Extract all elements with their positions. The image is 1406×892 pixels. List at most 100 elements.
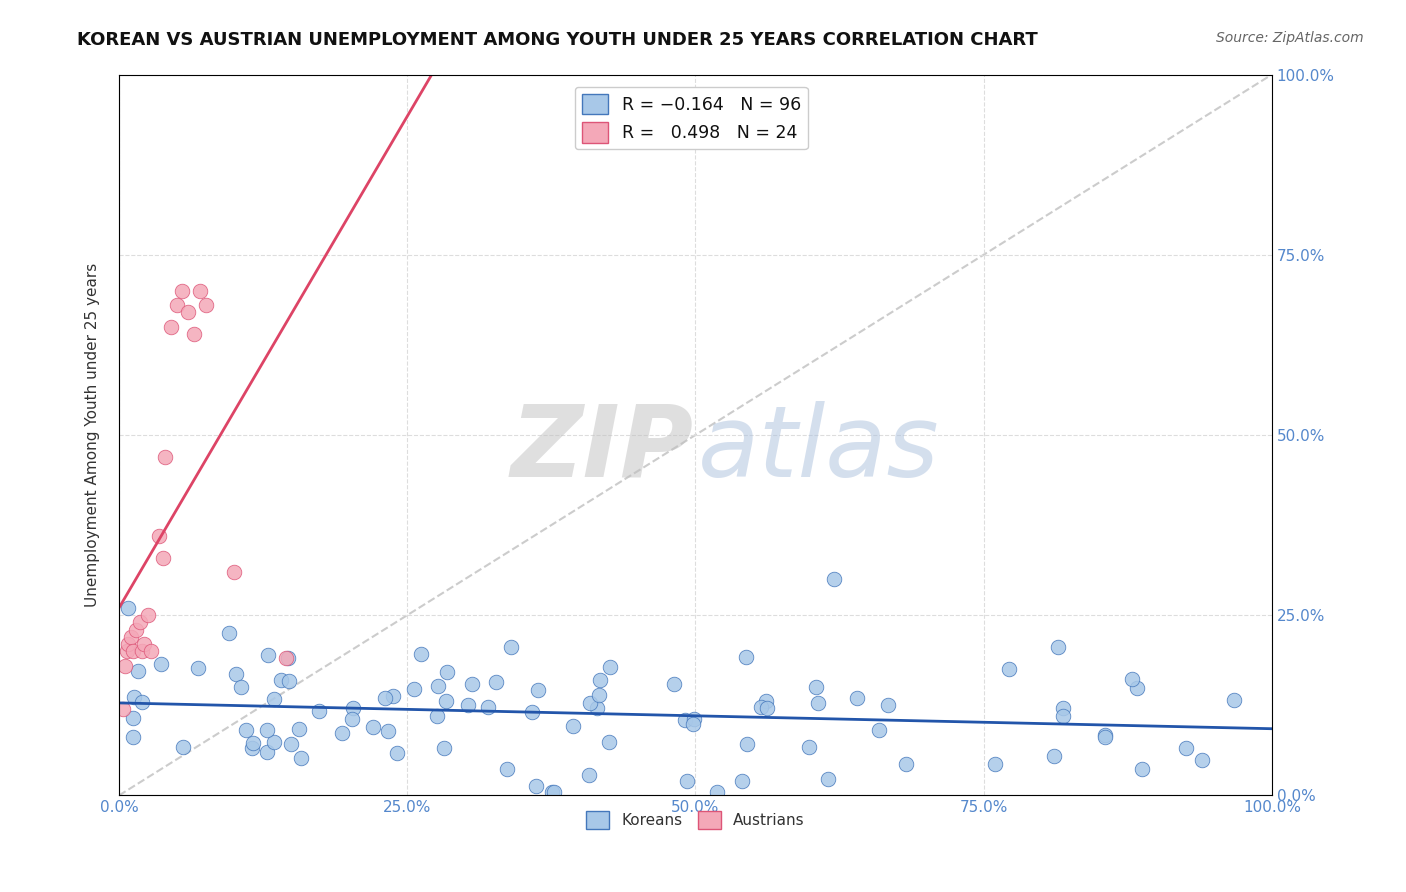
Point	[277, 650, 299, 665]
Point	[425, 709, 447, 723]
Point	[122, 644, 145, 658]
Point	[330, 725, 353, 739]
Point	[427, 679, 450, 693]
Point	[122, 711, 145, 725]
Point	[218, 625, 240, 640]
Point	[194, 298, 217, 312]
Point	[1094, 728, 1116, 742]
Point	[477, 700, 499, 714]
Point	[682, 716, 704, 731]
Point	[735, 649, 758, 664]
Point	[256, 648, 278, 662]
Point	[817, 772, 839, 786]
Point	[122, 730, 145, 744]
Point	[277, 674, 299, 689]
Point	[361, 720, 384, 734]
Point	[125, 623, 148, 637]
Point	[117, 601, 139, 615]
Point	[117, 637, 139, 651]
Point	[807, 696, 830, 710]
Y-axis label: Unemployment Among Youth under 25 years: Unemployment Among Youth under 25 years	[86, 263, 100, 607]
Point	[131, 644, 153, 658]
Point	[114, 658, 136, 673]
Point	[755, 701, 778, 715]
Point	[730, 773, 752, 788]
Point	[120, 630, 142, 644]
Point	[998, 662, 1021, 676]
Point	[797, 739, 820, 754]
Point	[263, 734, 285, 748]
Point	[579, 697, 602, 711]
Point	[806, 680, 828, 694]
Point	[682, 712, 704, 726]
Point	[160, 319, 183, 334]
Point	[411, 647, 433, 661]
Point	[290, 751, 312, 765]
Point	[588, 689, 610, 703]
Point	[377, 724, 399, 739]
Point	[1191, 753, 1213, 767]
Point	[235, 723, 257, 737]
Point	[436, 665, 458, 679]
Point	[242, 736, 264, 750]
Point	[148, 529, 170, 543]
Point	[735, 737, 758, 751]
Point	[263, 692, 285, 706]
Point	[755, 694, 778, 708]
Point	[111, 702, 134, 716]
Point	[152, 550, 174, 565]
Point	[136, 608, 159, 623]
Point	[894, 757, 917, 772]
Point	[1094, 731, 1116, 745]
Point	[153, 450, 176, 464]
Point	[115, 644, 138, 658]
Point	[187, 661, 209, 675]
Point	[599, 660, 621, 674]
Point	[256, 723, 278, 737]
Point	[225, 667, 247, 681]
Point	[524, 779, 547, 793]
Point	[1043, 748, 1066, 763]
Point	[127, 665, 149, 679]
Point	[676, 773, 699, 788]
Point	[183, 326, 205, 341]
Point	[128, 615, 150, 630]
Point	[520, 705, 543, 719]
Legend: Koreans, Austrians: Koreans, Austrians	[581, 805, 811, 835]
Point	[543, 785, 565, 799]
Point	[706, 785, 728, 799]
Point	[1052, 700, 1074, 714]
Point	[1130, 762, 1153, 776]
Point	[673, 714, 696, 728]
Point	[224, 565, 246, 579]
Point	[1223, 693, 1246, 707]
Point	[256, 744, 278, 758]
Point	[588, 673, 610, 688]
Point	[340, 712, 363, 726]
Point	[501, 640, 523, 655]
Point	[188, 284, 211, 298]
Point	[585, 701, 607, 715]
Point	[457, 698, 479, 712]
Point	[562, 719, 585, 733]
Point	[495, 762, 517, 776]
Text: KOREAN VS AUSTRIAN UNEMPLOYMENT AMONG YOUTH UNDER 25 YEARS CORRELATION CHART: KOREAN VS AUSTRIAN UNEMPLOYMENT AMONG YO…	[77, 31, 1038, 49]
Point	[578, 767, 600, 781]
Point	[172, 740, 194, 755]
Point	[342, 701, 364, 715]
Point	[541, 785, 564, 799]
Point	[131, 695, 153, 709]
Point	[122, 690, 145, 704]
Point	[288, 723, 311, 737]
Point	[387, 746, 409, 760]
Point	[280, 737, 302, 751]
Point	[177, 305, 200, 319]
Point	[134, 637, 156, 651]
Point	[598, 735, 620, 749]
Point	[461, 676, 484, 690]
Point	[1046, 640, 1069, 654]
Point	[877, 698, 900, 712]
Point	[485, 675, 508, 690]
Point	[1126, 681, 1149, 696]
Point	[1121, 672, 1143, 686]
